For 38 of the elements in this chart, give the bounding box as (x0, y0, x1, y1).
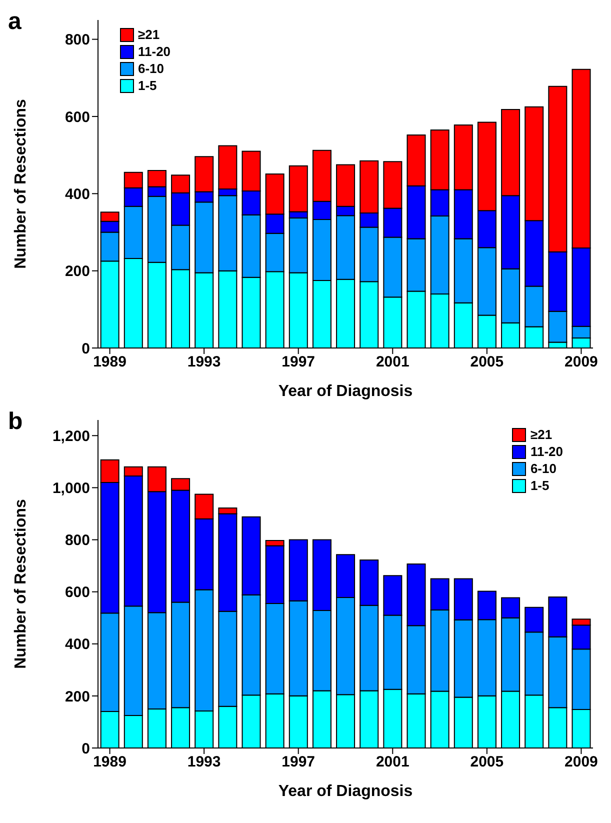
chart-title: a (8, 8, 22, 36)
x-tick-label: 2001 (376, 754, 410, 771)
y-axis-title: Number of Resections (12, 98, 30, 269)
y-tick-label: 400 (64, 636, 90, 654)
x-tick-label: 2009 (564, 354, 598, 371)
legend-label: 1-5 (138, 78, 157, 93)
y-tick-label: 800 (64, 532, 90, 550)
y-tick-label: 200 (64, 263, 90, 280)
y-tick-label: 0 (82, 740, 90, 758)
y-tick-label: 600 (64, 584, 90, 602)
x-tick-label: 2005 (470, 354, 504, 371)
x-tick-label: 2001 (376, 354, 410, 371)
x-tick-label: 1993 (187, 754, 221, 771)
x-axis-title: Year of Diagnosis (278, 383, 413, 400)
y-tick-label: 800 (64, 32, 90, 49)
y-axis-title: Number of Resections (12, 498, 30, 669)
x-tick-label: 2005 (470, 754, 504, 771)
x-tick-label: 1997 (282, 354, 316, 371)
x-tick-label: 1989 (93, 354, 126, 371)
x-axis-title: Year of Diagnosis (278, 783, 413, 800)
x-tick-label: 1989 (93, 754, 126, 771)
legend-label: 11-20 (530, 444, 563, 459)
y-tick-label: 400 (64, 186, 90, 203)
y-tick-label: 0 (82, 340, 90, 358)
legend-label: 6-10 (530, 461, 556, 476)
x-tick-label: 1997 (282, 754, 316, 771)
legend-label: 11-20 (138, 44, 171, 59)
legend-label: ≥21 (530, 427, 552, 442)
y-tick-label: 1,200 (52, 428, 90, 445)
y-tick-label: 200 (64, 688, 90, 706)
legend-label: 1-5 (530, 478, 550, 493)
chart-title: b (8, 408, 23, 436)
y-tick-label: 1,000 (52, 480, 90, 498)
x-tick-label: 1993 (187, 354, 221, 371)
y-tick-label: 600 (64, 108, 90, 126)
legend-label: 6-10 (138, 61, 164, 76)
legend-label: ≥21 (138, 27, 160, 42)
x-tick-label: 2009 (564, 754, 598, 771)
